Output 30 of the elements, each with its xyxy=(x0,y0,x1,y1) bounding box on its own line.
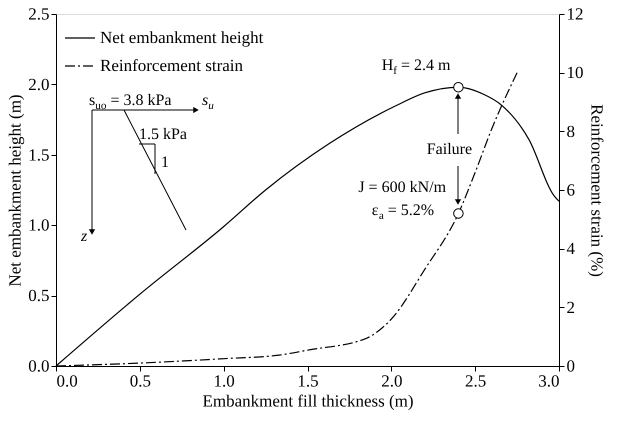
y-tick-label: 2.0 xyxy=(28,74,50,94)
annotation: J = 600 kN/m xyxy=(358,179,447,196)
y-tick-label: 2.5 xyxy=(28,4,50,24)
y-axis-title: Net embankment height (m) xyxy=(5,94,24,287)
y2-tick-label: 8 xyxy=(566,122,575,141)
x-tick-label: 2.0 xyxy=(381,372,402,390)
annotation: 1 xyxy=(161,154,169,171)
x-tick-label: 3.0 xyxy=(538,372,560,390)
x-axis-title: Embankment fill thickness (m) xyxy=(202,392,414,410)
y2-tick-label: 6 xyxy=(566,180,575,200)
legend-label: Reinforcement strain xyxy=(100,56,244,75)
y2-tick-label: 4 xyxy=(566,239,576,258)
y2-tick-label: 10 xyxy=(566,63,584,82)
y2-tick-label: 12 xyxy=(566,4,584,24)
y2-tick-label: 2 xyxy=(566,298,575,317)
annotation: z xyxy=(80,228,88,245)
legend-label: Net embankment height xyxy=(100,28,264,47)
annotation: 1.5 kPa xyxy=(139,126,187,143)
x-tick-label: 1.0 xyxy=(214,372,235,390)
y-tick-label: 0.0 xyxy=(28,356,50,376)
y2-axis-title: Reinforcement strain (%) xyxy=(588,104,606,277)
y-tick-label: 1.5 xyxy=(28,145,50,164)
y-tick-label: 1.0 xyxy=(28,216,50,235)
y-tick-label: 0.5 xyxy=(28,286,50,306)
x-tick-label: 1.5 xyxy=(297,372,319,390)
y2-tick-label: 0 xyxy=(566,356,575,376)
x-tick-label: 0.0 xyxy=(56,372,78,390)
x-tick-label: 0.5 xyxy=(130,372,151,390)
x-tick-label: 2.5 xyxy=(465,372,486,390)
annotation: Failure xyxy=(426,141,472,158)
